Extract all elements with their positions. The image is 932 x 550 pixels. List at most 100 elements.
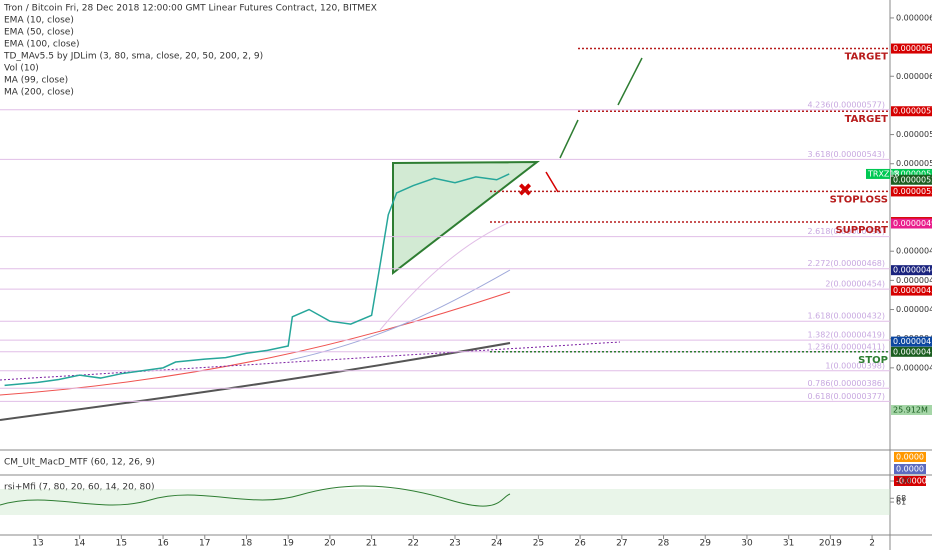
x-tick-label: 30 (741, 539, 753, 549)
fib-label: 2.272(0.00000468) (808, 259, 886, 268)
fib-label: 1.382(0.00000419) (808, 331, 886, 340)
fib-label: 2.618(0.00000490) (808, 227, 886, 236)
x-tick-label: 18 (241, 539, 253, 549)
x-tick-label: 13 (32, 539, 43, 549)
x-tick-label: 25 (533, 539, 544, 549)
macd-badge-label: 0.0000 (896, 453, 924, 462)
price-badge-label: 0.00000529 (893, 175, 932, 184)
x-tick-label: 2 (869, 539, 875, 549)
x-tick-label: 28 (658, 539, 670, 549)
price-badge (891, 106, 932, 117)
x-tick-label: 31 (783, 539, 794, 549)
indicator-label: TD_MAv5.5 by JDLim (3, 80, sma, close, 2… (3, 52, 263, 62)
x-tick-label: 16 (157, 539, 169, 549)
x-tick-label: 27 (616, 539, 627, 549)
cross-mark: ✖ (517, 180, 532, 201)
arrow (617, 57, 643, 106)
x-tick-label: 24 (491, 539, 503, 549)
level-label: TARGET (845, 114, 889, 125)
arrow (545, 171, 559, 193)
rsi-tick-label: 100 (896, 477, 911, 486)
price-badge-label: 0.00000533 (893, 169, 932, 178)
price-badge (891, 43, 932, 54)
indicator-label: MA (99, close) (4, 76, 68, 86)
macd-badge-label: -0.0000 (896, 477, 927, 486)
chart-title: Tron / Bitcoin Fri, 28 Dec 2018 12:00:00… (3, 4, 377, 14)
x-tick-label: 20 (324, 539, 336, 549)
y-tick-label: 0.00000640 (896, 13, 932, 22)
level-label: STOPLOSS (830, 194, 888, 205)
indicator-label: Vol (10) (4, 64, 39, 74)
x-tick-label: 22 (408, 539, 419, 549)
level-label: STOP (858, 355, 888, 366)
y-tick-label: 0.00000560 (896, 130, 932, 139)
x-tick-label: 26 (574, 539, 586, 549)
price-badge-label: 0.00000576 (893, 107, 932, 116)
y-tick-label: 0.00000540 (896, 159, 932, 168)
price-badge-label: 0.00000453 (893, 286, 932, 295)
level-label: TARGET (845, 52, 889, 63)
rsi-tick-label: 68 (896, 494, 906, 503)
arrow (559, 119, 579, 159)
indicator-label: EMA (10, close) (4, 16, 74, 26)
symbol-badge-label: TRXZ18 (867, 169, 900, 178)
price-badge-label: 0.00000411 (893, 347, 932, 356)
price-badge (891, 285, 932, 296)
fib-label: 0.786(0.00000386) (808, 379, 886, 388)
rsi-tick-label: 61 (896, 498, 906, 507)
fib-label: 1.236(0.00000411) (808, 342, 886, 351)
trend-line (0, 341, 621, 381)
macd-badge (894, 476, 926, 486)
x-tick-label: 15 (116, 539, 127, 549)
macd-badge-label: 0.0000 (896, 465, 924, 474)
x-tick-label: 29 (700, 539, 712, 549)
volume-badge (891, 405, 932, 415)
x-tick-label: 21 (366, 539, 377, 549)
macd-badge (894, 464, 926, 474)
x-tick-label: 19 (282, 539, 294, 549)
y-tick-label: 0.00000400 (896, 363, 932, 372)
x-tick-label: 14 (74, 539, 86, 549)
fib-label: 4.236(0.00000577) (808, 100, 886, 109)
level-label: SUPPORT (835, 225, 888, 236)
volume-badge-label: 25.912M (893, 406, 928, 415)
y-tick-label: 0.00000600 (896, 72, 932, 81)
macd-badge (894, 452, 926, 462)
price-badge-label: 0.00000418 (893, 337, 932, 346)
price-badge (891, 168, 932, 179)
price-badge (891, 336, 932, 347)
indicator-label: MA (200, close) (4, 88, 74, 98)
y-tick-label: 0.00000480 (896, 247, 932, 256)
price-badge (891, 174, 932, 185)
macd-title: CM_Ult_MacD_MTF (60, 12, 26, 9) (4, 458, 155, 468)
fib-label: 3.618(0.00000543) (808, 150, 886, 159)
x-tick-label: 2019 (819, 539, 842, 549)
price-badge (891, 186, 932, 197)
y-tick-label: 0.00000440 (896, 305, 932, 314)
fib-label: 2(0.00000454) (825, 280, 885, 289)
fib-label: 1.618(0.00000432) (808, 312, 886, 321)
x-tick-label: 23 (449, 539, 460, 549)
x-tick-label: 17 (199, 539, 210, 549)
rsi-title: rsi+Mfi (7, 80, 20, 60, 14, 20, 80) (4, 483, 155, 493)
price-line (4, 173, 510, 387)
price-badge-label: 0.00000467 (893, 266, 932, 275)
indicator-label: EMA (100, close) (4, 40, 80, 50)
price-badge (891, 265, 932, 276)
fib-label: 1(0.00000398) (825, 361, 885, 370)
symbol-badge (866, 168, 890, 179)
triangle-pattern (392, 160, 540, 276)
ema-line (379, 221, 511, 331)
price-badge-label: 0.00000499 (893, 219, 932, 228)
fib-label: 0.618(0.00000377) (808, 392, 886, 401)
rsi-band (0, 489, 890, 515)
y-tick-label: 0.00000460 (896, 276, 932, 285)
price-badge-label: 0.00000521 (893, 187, 932, 196)
rsi-line (0, 485, 511, 507)
price-badge (891, 346, 932, 357)
price-badge (891, 218, 932, 229)
indicator-label: EMA (50, close) (4, 28, 74, 38)
price-badge-label: 0.00000619 (893, 44, 932, 53)
